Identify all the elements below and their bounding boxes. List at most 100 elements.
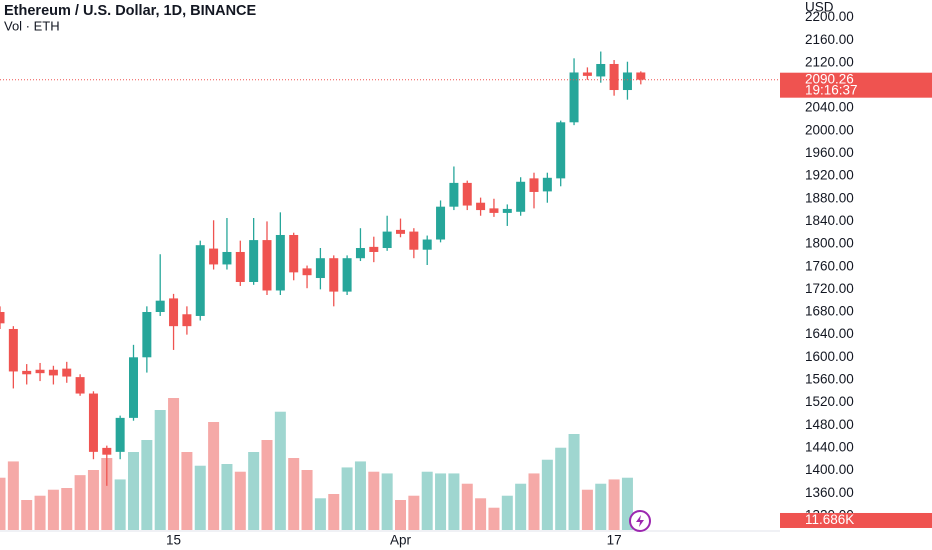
candle-body [569,72,579,123]
x-tick-label: 15 [166,533,181,548]
candle-body [209,248,219,265]
volume-bar [528,473,540,530]
candle-body [329,258,339,292]
candle-body [476,202,486,211]
y-tick-label: 2040.00 [805,100,854,115]
candle-body [115,417,125,452]
volume-bar [301,470,313,530]
candle-body [35,369,45,374]
candle-body [222,251,232,265]
volume-bar [274,411,286,530]
candle-body [22,370,32,375]
candle-body [542,177,552,192]
plot-area [0,51,647,530]
y-tick-label: 1640.00 [805,326,854,341]
currency-label: USD [805,0,834,15]
candle-body [289,234,299,273]
volume-bar [381,473,393,530]
volume-legend: Vol · ETH [4,18,60,33]
volume-bar [515,483,527,530]
y-tick-label: 2000.00 [805,122,854,137]
y-tick-label: 1920.00 [805,168,854,183]
candle-body [182,314,192,327]
volume-bar [341,467,353,530]
volume-bar [128,452,139,530]
volume-bar [421,471,433,530]
candle-body [382,231,392,249]
volume-bar [234,471,246,530]
candle-body [516,181,526,212]
volume-bar [608,479,620,530]
volume-bar [448,473,460,530]
countdown-label: 19:16:37 [805,82,858,97]
volume-bar [181,452,193,530]
volume-bar [261,440,273,530]
candle-body [0,311,5,324]
candle-body [262,240,272,291]
volume-bar [541,459,553,530]
price-axis: 1320.001360.001400.001440.001480.001520.… [805,9,854,522]
candle-body [462,182,472,206]
volume-bar [314,498,326,530]
volume-bar [475,498,487,530]
y-tick-label: 1600.00 [805,349,854,364]
candle-body [62,368,72,377]
candle-body [636,72,646,80]
volume-bar [87,470,99,530]
candle-body [396,229,405,234]
y-tick-label: 2200.00 [805,9,854,24]
candle-body [275,234,285,291]
candle-body [88,393,98,452]
candle-body [8,328,18,372]
y-tick-label: 1880.00 [805,190,854,205]
y-tick-label: 1680.00 [805,304,854,319]
y-tick-label: 1960.00 [805,145,854,160]
candle-body [355,248,365,259]
y-tick-label: 1560.00 [805,372,854,387]
lightning-icon[interactable] [629,510,651,532]
y-tick-label: 2160.00 [805,32,854,47]
y-tick-label: 1480.00 [805,417,854,432]
volume-bar [21,500,33,530]
volume-bar [621,477,633,530]
candle-body [342,258,352,292]
candle-body [596,63,606,77]
volume-bar [581,489,593,530]
volume-bar [435,473,447,530]
candle-body [609,63,619,91]
y-tick-label: 1400.00 [805,462,854,477]
volume-bar [61,488,73,530]
volume-bar [74,475,86,530]
last-price-box [780,72,932,98]
y-tick-label: 1760.00 [805,258,854,273]
volume-bar [595,483,607,530]
volume-bar [114,479,126,530]
x-tick-label: 17 [607,533,622,548]
volume-bar [395,500,406,530]
y-tick-label: 1440.00 [805,439,854,454]
volume-bar [248,452,260,530]
volume-bar [408,495,420,530]
candle-body [302,268,312,276]
candle-body [195,245,205,316]
y-tick-label: 1800.00 [805,236,854,251]
candle-body [235,251,245,282]
candle-body [369,246,379,252]
y-tick-label: 1840.00 [805,213,854,228]
candle-body [75,377,85,394]
icon-bolt [636,515,644,527]
candle-body [422,239,432,250]
volume-bar [501,495,513,530]
candle-body [622,72,632,91]
y-tick-label: 1360.00 [805,485,854,500]
candle-body [502,208,512,213]
candle-body [409,231,419,250]
candle-body [169,298,179,327]
candle-body [489,208,499,213]
volume-value-label: 11.686K [805,512,854,527]
volume-bar [461,483,473,530]
volume-bar [47,489,59,530]
candle-body [102,447,112,455]
